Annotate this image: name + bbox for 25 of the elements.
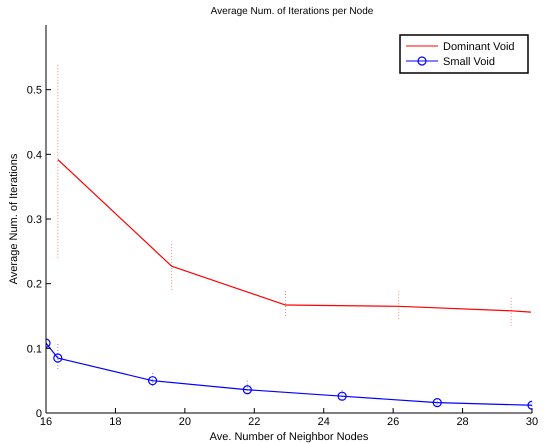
- point: [432, 398, 442, 408]
- point: [242, 385, 252, 394]
- y-tick-label: 0.1: [26, 343, 42, 356]
- x-tick-label: 18: [109, 416, 122, 428]
- legend-label: Dominant Void: [443, 41, 515, 53]
- x-tick-label: 16: [40, 416, 52, 428]
- x-tick-label: 20: [178, 416, 191, 428]
- y-tick-label: 0.4: [26, 149, 42, 162]
- point: [148, 376, 158, 386]
- y-tick-label: 0.3: [26, 214, 42, 226]
- x-tick-label: 26: [387, 416, 400, 428]
- legend-label: Small Void: [443, 56, 495, 68]
- point: [53, 353, 62, 363]
- point: [338, 392, 347, 401]
- x-tick-label: 28: [456, 416, 469, 428]
- y-tick-label: 0.5: [26, 84, 42, 97]
- y-tick-label: 0: [36, 408, 42, 420]
- x-axis-title: Ave. Number of Neighbor Nodes: [210, 431, 369, 443]
- chart-title: Average Num. of Iterations per Node: [210, 6, 374, 17]
- x-tick-label: 22: [248, 416, 260, 428]
- x-tick-label: 30: [526, 416, 538, 428]
- line-series: [57, 158, 532, 313]
- x-tick-label: 24: [318, 416, 330, 428]
- y-tick-label: 0.2: [26, 278, 42, 291]
- y-axis-title: Average Num. of Iterations: [8, 153, 20, 284]
